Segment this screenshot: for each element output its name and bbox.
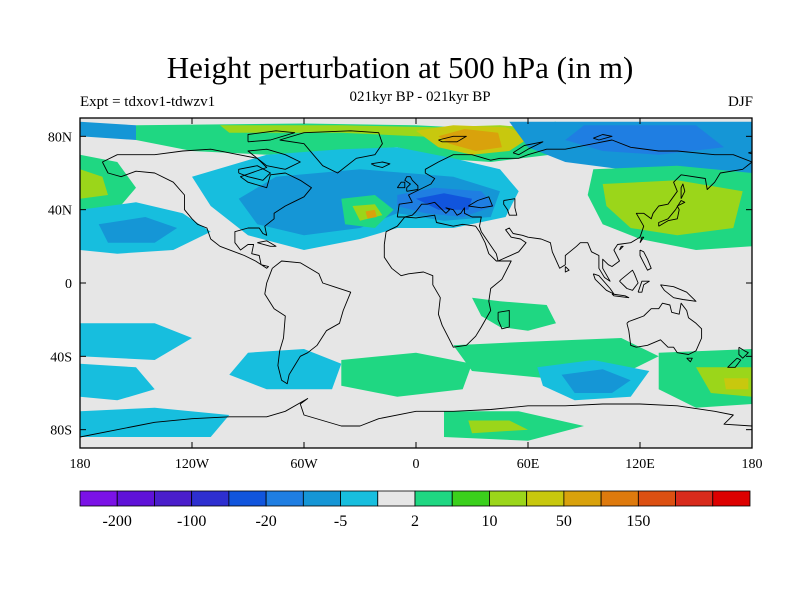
axis-ticks: 180 120W 60W 0 60E 120E 180 80N 40N 0 40S 80S xyxy=(48,118,763,472)
x-tick-label: 0 xyxy=(413,457,420,472)
x-tick-label: 180 xyxy=(70,457,91,472)
colorbar-swatch xyxy=(302,490,341,507)
colorbar-swatch xyxy=(228,490,267,507)
colorbar-label: -100 xyxy=(177,513,206,530)
contour-arctic-canada-negative xyxy=(80,121,136,140)
colorbar: -200 -100 -20 -5 2 10 50 150 xyxy=(79,490,751,530)
contour-south-america-negative xyxy=(229,349,342,390)
coastline-novaya-zemlya xyxy=(512,141,544,156)
period-label: 021kyr BP - 021kyr BP xyxy=(349,89,491,105)
colorbar-swatch xyxy=(712,490,751,507)
x-tick-label: 60E xyxy=(517,457,540,472)
coastline-severnaya-zemlya xyxy=(593,134,613,141)
colorbar-swatch xyxy=(563,490,602,507)
colorbar-swatch xyxy=(526,490,565,507)
colorbar-swatch xyxy=(600,490,639,507)
coastline-caspian-sea xyxy=(503,198,518,216)
contour-south-atlantic-positive xyxy=(341,352,472,397)
coastline-iceland xyxy=(370,161,391,168)
x-tick-label: 60W xyxy=(290,457,318,472)
y-tick-label: 40S xyxy=(50,350,72,365)
coastline-greenland xyxy=(279,130,383,174)
colorbar-label: 10 xyxy=(481,513,497,530)
contour-south-atlantic-negative xyxy=(80,323,192,360)
coastline-hudson-bay xyxy=(238,165,271,181)
coastline-new-zealand-south xyxy=(727,357,742,368)
colorbar-swatch xyxy=(451,490,490,507)
colorbar-label: 50 xyxy=(556,513,572,530)
coastline-sri-lanka xyxy=(564,266,570,273)
coastline-eurasia xyxy=(396,139,752,282)
coastline-japan xyxy=(658,200,686,227)
map-title: Height perturbation at 500 hPa (in m) xyxy=(166,50,634,85)
colorbar-swatch xyxy=(377,490,416,507)
colorbar-label: 2 xyxy=(411,513,419,530)
contour-siberia-neg-mid xyxy=(565,125,724,155)
coastline-hainan xyxy=(619,245,624,251)
contour-mid-atlantic-pos-dot xyxy=(365,209,377,219)
coastline-wrangel-island xyxy=(748,151,752,155)
x-tick-label: 120E xyxy=(625,457,655,472)
coastline-java xyxy=(611,293,630,299)
contour-africa-south-positive xyxy=(472,297,556,331)
colorbar-label: -200 xyxy=(103,513,132,530)
coastline-new-guinea xyxy=(660,284,697,302)
colorbar-swatch xyxy=(675,490,714,507)
colorbar-label: -20 xyxy=(255,513,276,530)
coastline-south-america xyxy=(264,260,352,385)
colorbar-swatch xyxy=(265,490,304,507)
contour-north-pacific-pos-core xyxy=(602,180,743,236)
coastline-ireland xyxy=(396,181,406,189)
coastline-baffin-island xyxy=(247,148,301,170)
coastline-australia xyxy=(626,302,703,355)
contour-southern-pacific-negative xyxy=(80,363,155,401)
coastline-sulawesi xyxy=(637,280,650,293)
contour-antarctic-pos-core xyxy=(468,420,528,434)
y-tick-label: 40N xyxy=(48,204,72,219)
colorbar-swatch xyxy=(637,490,676,507)
contour-indian-ocean-neg-core xyxy=(561,369,631,393)
colorbar-swatch xyxy=(414,490,453,507)
coastline-madagascar xyxy=(497,310,510,330)
coastline-philippines xyxy=(639,249,652,271)
x-tick-label: 180 xyxy=(742,457,763,472)
coastline-svalbard xyxy=(438,135,467,143)
coastline-black-sea xyxy=(468,196,493,209)
colorbar-swatch xyxy=(340,490,379,507)
coastline-tasmania xyxy=(686,357,693,363)
colorbar-label: 150 xyxy=(626,513,650,530)
colorbar-swatch xyxy=(191,490,230,507)
coastline-taiwan xyxy=(639,236,645,243)
coastline-africa xyxy=(383,214,512,348)
colorbar-swatch xyxy=(79,490,118,507)
coastline-great-britain xyxy=(404,176,419,192)
contour-southwest-pacific-pos-core xyxy=(696,367,752,397)
contour-north-pacific-neg-core xyxy=(98,217,178,243)
colorbar-swatch xyxy=(116,490,155,507)
coastlines xyxy=(80,130,752,438)
y-tick-label: 0 xyxy=(65,277,72,292)
coastline-antarctica xyxy=(80,398,752,438)
coastline-sakhalin xyxy=(680,183,686,199)
perturbation-contours xyxy=(80,121,752,441)
contour-dateline-west-positive xyxy=(80,154,136,214)
contour-barents-max-inner xyxy=(438,129,502,151)
colorbar-swatch xyxy=(154,490,193,507)
coastline-north-america xyxy=(101,148,312,269)
contour-europe-neg-deep xyxy=(416,193,472,210)
colorbar-label: -5 xyxy=(334,513,347,530)
season-label: DJF xyxy=(727,94,753,110)
contour-dateline-west-pos-core xyxy=(80,169,108,199)
contour-southwest-pacific-pos-dot xyxy=(724,378,749,390)
experiment-label: Expt = tdxov1-tdwzv1 xyxy=(80,94,216,110)
coastline-borneo xyxy=(619,269,639,291)
coastline-cuba xyxy=(257,240,277,247)
coastline-new-zealand-north xyxy=(738,346,749,359)
coastline-ellesmere-island xyxy=(247,130,296,143)
x-tick-label: 120W xyxy=(175,457,210,472)
colorbar-swatch xyxy=(489,490,528,507)
y-tick-label: 80S xyxy=(50,424,72,439)
y-tick-label: 80N xyxy=(48,130,72,145)
